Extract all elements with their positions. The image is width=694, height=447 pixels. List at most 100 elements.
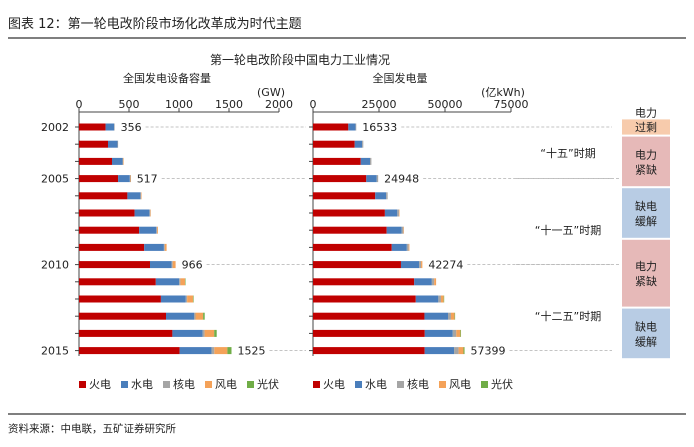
bar-segment-水电-2005 xyxy=(366,175,377,183)
state-label: 缺电 xyxy=(635,199,657,213)
bar-segment-风电-2009 xyxy=(408,243,410,251)
bar-segment-火电-2002 xyxy=(79,123,106,131)
bar-segment-核电-2008 xyxy=(401,226,404,234)
data-label: 57399 xyxy=(471,345,506,358)
period-labels: “十五”时期 “十一五”时期 “十二五”时期 xyxy=(516,146,620,323)
legend-swatch-火电 xyxy=(79,381,86,388)
bar-segment-核电-2005 xyxy=(376,175,379,183)
bar-segment-水电-2011 xyxy=(155,278,180,286)
bar-segment-火电-2014 xyxy=(313,329,425,337)
bar-segment-火电-2014 xyxy=(79,329,173,337)
legend-swatch-光伏 xyxy=(247,381,254,388)
bar-segment-核电-2005 xyxy=(129,175,131,183)
figure-title: 图表 12：第一轮电改阶段市场化改革成为时代主题 xyxy=(8,16,302,32)
bar-segment-火电-2008 xyxy=(79,226,140,234)
bar-segment-核电-2015 xyxy=(211,347,215,355)
state-label: 紧缺 xyxy=(635,162,657,176)
year-label: 2005 xyxy=(41,173,69,186)
state-box xyxy=(622,136,670,187)
legend-label: 水电 xyxy=(365,378,387,391)
bar-segment-核电-2012 xyxy=(185,295,188,303)
bar-segment-水电-2003 xyxy=(108,140,118,148)
bar-segment-核电-2003 xyxy=(362,140,364,148)
state-label: 紧缺 xyxy=(635,274,657,288)
bar-segment-风电-2006 xyxy=(141,192,142,200)
bar-segment-水电-2009 xyxy=(391,243,407,251)
bar-segment-风电-2008 xyxy=(157,226,158,234)
x-tick-label: 1500 xyxy=(215,98,243,111)
source-note: 资料来源：中电联，五矿证券研究所 xyxy=(8,422,176,435)
bar-segment-火电-2006 xyxy=(313,192,376,200)
bar-segment-火电-2007 xyxy=(313,209,385,217)
legend-swatch-水电 xyxy=(355,381,362,388)
bar-segment-核电-2006 xyxy=(140,192,142,200)
bar-segment-核电-2004 xyxy=(122,157,124,165)
bar-segment-核电-2006 xyxy=(386,192,388,200)
legend-swatch-核电 xyxy=(163,381,170,388)
legend-label: 火电 xyxy=(323,378,345,391)
bar-segment-火电-2011 xyxy=(79,278,156,286)
bar-segment-水电-2007 xyxy=(384,209,398,217)
bar-segment-光伏-2015 xyxy=(227,347,232,355)
bar-segment-火电-2002 xyxy=(313,123,349,131)
bar-segment-核电-2014 xyxy=(202,329,205,337)
bar-segment-水电-2008 xyxy=(386,226,402,234)
bar-segment-水电-2010 xyxy=(400,261,420,269)
state-label: 缓解 xyxy=(635,214,657,228)
state-label: 过剩 xyxy=(635,121,657,134)
year-label: 2010 xyxy=(41,259,69,272)
x-tick-label: 500 xyxy=(119,98,140,111)
state-label: 电力 xyxy=(635,260,657,273)
bar-segment-风电-2011 xyxy=(180,278,185,286)
bar-segment-水电-2006 xyxy=(375,192,387,200)
bar-segment-水电-2004 xyxy=(360,157,371,165)
bar-segment-光伏-2014 xyxy=(460,329,462,337)
chart-panel-1: 全国发电设备容量 (GW) 0 500 1000 1500 2000 2002 2005 2010… xyxy=(41,71,306,358)
data-label: 966 xyxy=(182,259,203,272)
bar-segment-风电-2008 xyxy=(403,226,404,234)
state-label: 电力 xyxy=(635,148,657,161)
bar-segment-火电-2004 xyxy=(313,157,361,165)
bar-segment-风电-2007 xyxy=(150,209,151,217)
bar-segment-火电-2010 xyxy=(313,261,401,269)
x-tick-label: 2000 xyxy=(265,98,293,111)
bar-segment-火电-2012 xyxy=(313,295,416,303)
bar-segment-水电-2012 xyxy=(415,295,439,303)
bar-segment-核电-2009 xyxy=(163,243,165,251)
chart-panel-2: 全国发电量 (亿kWh) 0 25000 50000 75000 16533 24948 422… xyxy=(309,71,612,358)
x-tick-label: 50000 xyxy=(428,98,463,111)
bar-segment-火电-2003 xyxy=(313,140,355,148)
x-tick-label: 1000 xyxy=(165,98,193,111)
bar-segment-核电-2010 xyxy=(419,261,422,269)
bar-segment-核电-2007 xyxy=(149,209,151,217)
data-label: 1525 xyxy=(238,345,266,358)
bar-segment-火电-2012 xyxy=(79,295,161,303)
legend-swatch-光伏 xyxy=(481,381,488,388)
bar-segment-火电-2010 xyxy=(79,261,150,269)
bar-segment-火电-2013 xyxy=(79,312,166,320)
bar-segment-风电-2009 xyxy=(164,243,167,251)
legend-swatch-火电 xyxy=(313,381,320,388)
bar-segment-核电-2010 xyxy=(171,261,173,269)
unit-label: (GW) xyxy=(257,86,285,99)
bar-segment-水电-2009 xyxy=(144,243,164,251)
bar-segment-风电-2004 xyxy=(123,157,124,165)
bar-segment-光伏-2012 xyxy=(443,295,445,303)
bar-segment-核电-2003 xyxy=(117,140,119,148)
bar-segment-风电-2014 xyxy=(456,329,461,337)
panel-title: 全国发电量 xyxy=(373,71,428,85)
legend-label: 核电 xyxy=(173,377,195,391)
bar-segment-光伏-2013 xyxy=(454,312,456,320)
bar-segment-风电-2007 xyxy=(398,209,400,217)
state-box xyxy=(622,308,670,359)
legend-swatch-风电 xyxy=(205,381,212,388)
bar-segment-核电-2002 xyxy=(114,123,115,131)
bar-segment-水电-2015 xyxy=(424,347,455,355)
bar-segment-火电-2013 xyxy=(313,312,425,320)
bar-segment-水电-2010 xyxy=(150,261,172,269)
legend-swatch-风电 xyxy=(439,381,446,388)
bar-segment-核电-2011 xyxy=(431,278,435,286)
bar-segment-风电-2012 xyxy=(440,295,444,303)
bar-segment-火电-2005 xyxy=(313,175,367,183)
